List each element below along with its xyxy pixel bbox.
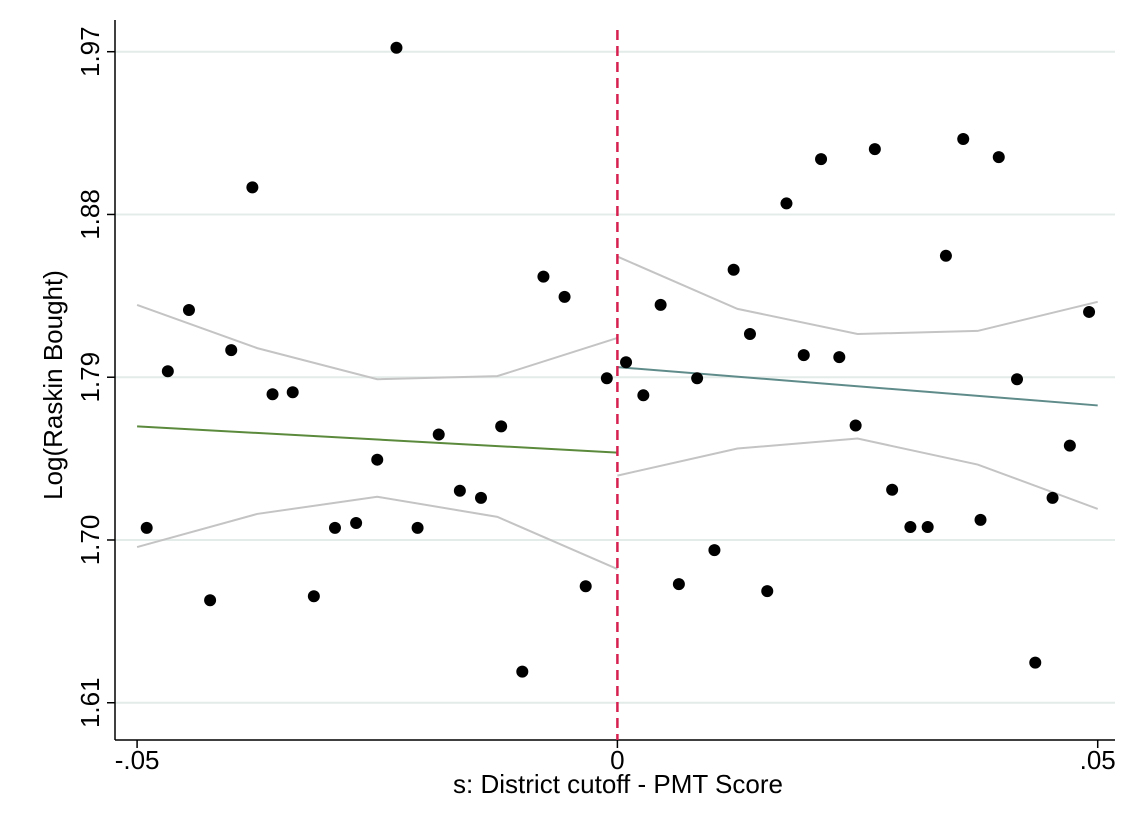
point	[350, 516, 363, 529]
point	[140, 521, 153, 534]
point	[797, 349, 810, 362]
fit-line	[617, 437, 1099, 510]
y-tick-label: 1.88	[75, 189, 105, 240]
point	[286, 386, 299, 399]
point	[727, 263, 740, 276]
point	[921, 520, 934, 533]
point	[761, 585, 774, 598]
fit-line	[137, 425, 618, 454]
point	[516, 665, 529, 678]
point	[743, 328, 756, 341]
point	[992, 151, 1005, 164]
point	[1063, 439, 1076, 452]
point	[815, 153, 828, 166]
point	[495, 420, 508, 433]
point	[1046, 491, 1059, 504]
point	[328, 521, 341, 534]
fit-line	[617, 255, 1098, 336]
point	[708, 544, 721, 557]
point	[974, 513, 987, 526]
y-axis-title: Log(Raskin Bought)	[38, 270, 68, 500]
point	[691, 372, 704, 385]
point	[672, 578, 685, 591]
point	[204, 594, 217, 607]
point	[1029, 656, 1042, 669]
point	[390, 41, 403, 54]
point	[1011, 373, 1024, 386]
point	[833, 351, 846, 364]
point	[537, 270, 550, 283]
point	[371, 453, 384, 466]
fit-line	[136, 495, 618, 571]
y-tick-label: 1.70	[75, 515, 105, 566]
point	[868, 143, 881, 156]
y-tick-label: 1.61	[75, 677, 105, 728]
x-tick-label: .05	[1080, 745, 1116, 775]
point	[1083, 305, 1096, 318]
y-tick-label: 1.97	[75, 26, 105, 77]
point	[957, 133, 970, 146]
point	[474, 491, 487, 504]
x-axis-title: s: District cutoff - PMT Score	[453, 769, 783, 799]
point	[849, 419, 862, 432]
point	[411, 521, 424, 534]
point	[939, 249, 952, 262]
fit-line	[136, 303, 618, 381]
point	[307, 590, 320, 603]
point	[886, 483, 899, 496]
point	[225, 344, 238, 357]
point	[637, 389, 650, 402]
point	[161, 365, 174, 378]
point	[432, 428, 445, 441]
point	[600, 372, 613, 385]
point	[246, 181, 259, 194]
x-tick-label: 0	[610, 745, 624, 775]
point	[182, 303, 195, 316]
point	[558, 290, 571, 303]
point	[780, 197, 793, 210]
point	[654, 298, 667, 311]
y-tick-label: 1.79	[75, 352, 105, 403]
point	[453, 484, 466, 497]
point	[579, 580, 592, 593]
point	[904, 520, 917, 533]
point	[266, 388, 279, 401]
x-tick-label: -.05	[115, 745, 160, 775]
point	[620, 356, 633, 369]
